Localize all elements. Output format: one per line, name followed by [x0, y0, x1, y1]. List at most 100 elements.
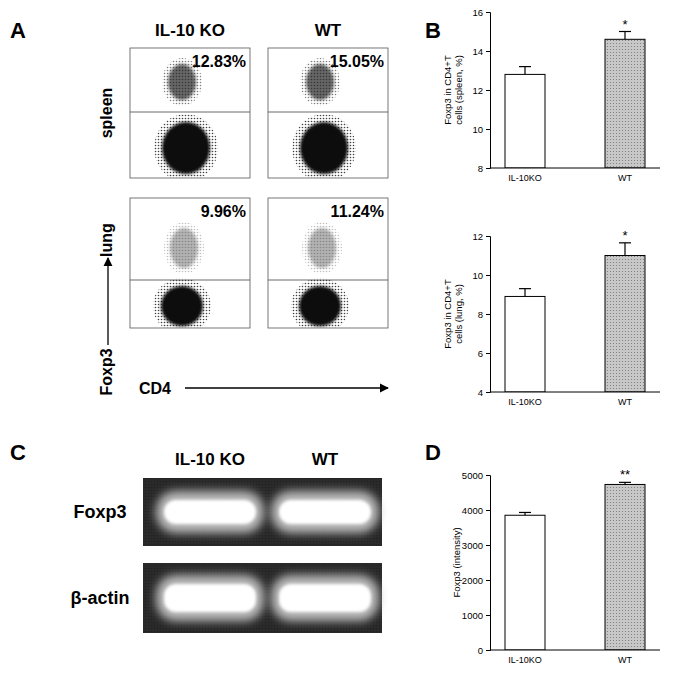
cell-cloud [302, 222, 342, 274]
panel-label: B [425, 18, 441, 43]
column-label: IL-10 KO [155, 21, 225, 40]
x-axis: IL-10KOWT [490, 650, 660, 665]
cells [292, 58, 356, 178]
y-tick: 16 [472, 7, 490, 18]
plot-area [505, 32, 645, 169]
y-axis: 8 10 12 14 16 [472, 7, 490, 174]
y-tick-label: 10 [472, 124, 483, 135]
panel-label: D [425, 440, 441, 465]
y-tick-label: 12 [472, 231, 483, 242]
gel-texture [143, 563, 382, 633]
y-tick: 14 [472, 46, 490, 57]
y-tick: 6 [478, 348, 490, 359]
cell-cloud [161, 286, 203, 326]
y-tick-label: 4 [478, 387, 483, 398]
y-axis-label: cells (lung, %) [453, 284, 464, 344]
x-tick: IL-10KO [508, 168, 542, 183]
gel-band-glow [271, 575, 379, 621]
lane-label: IL-10 KO [175, 450, 245, 469]
y-axis-line [486, 13, 491, 169]
y-tick: 5000 [462, 470, 490, 481]
y-tick: 4 [478, 387, 490, 398]
gate-line [130, 280, 250, 281]
gel-band-glow [156, 575, 264, 621]
row-label: spleen [98, 88, 115, 139]
y-tick: 2000 [462, 575, 490, 586]
y-tick-label: 8 [478, 163, 483, 174]
y-tick-mark [486, 168, 490, 169]
y-axis-label: Foxp3 (intensity) [451, 527, 462, 597]
y-tick: 12 [472, 85, 490, 96]
bar [605, 256, 645, 393]
y-tick: 1000 [462, 610, 490, 621]
y-tick-mark [486, 580, 490, 581]
cell-cloud [164, 222, 204, 274]
x-tick: WT [618, 650, 632, 665]
y-tick-label: 14 [472, 46, 483, 57]
column-label: WT [315, 21, 342, 40]
y-axis-line [486, 476, 491, 651]
error-cap [519, 512, 531, 513]
bar [505, 296, 545, 392]
y-tick-mark [486, 314, 490, 315]
y-tick: 0 [478, 645, 490, 656]
y-tick-label: 4000 [462, 505, 483, 516]
x-tick: IL-10KO [508, 392, 542, 407]
plot-frame [268, 48, 388, 178]
gel-band [164, 500, 256, 524]
gel-band-glow [156, 491, 264, 533]
x-tick-label: IL-10KO [508, 173, 542, 183]
gel-band [164, 584, 256, 612]
y-tick-mark [486, 510, 490, 511]
x-axis-line [490, 168, 660, 169]
y-tick-mark [486, 392, 490, 393]
y-arrow [107, 258, 108, 345]
significance: * [622, 228, 627, 243]
y-tick-mark [486, 650, 490, 651]
x-tick: WT [618, 392, 632, 407]
y-axis: 4 6 8 10 12 [472, 231, 490, 398]
y-axis-label: Foxp3 [98, 348, 115, 395]
panel-label: C [10, 440, 26, 465]
cells [291, 222, 349, 328]
cell-cloud [154, 114, 218, 178]
plot-frame [130, 48, 250, 178]
y-tick-label: 10 [472, 270, 483, 281]
bar [605, 39, 645, 168]
cell-cloud [300, 122, 348, 174]
y-axis-line [486, 237, 491, 393]
gel-band [279, 584, 371, 612]
x-arrow [185, 387, 388, 388]
gel-band [279, 500, 371, 524]
x-tick-label: WT [618, 397, 632, 407]
gel-texture [143, 478, 382, 546]
significance: ** [620, 467, 630, 482]
y-tick-label: 8 [478, 309, 483, 320]
y-tick-label: 5000 [462, 470, 483, 481]
x-axis-line [490, 650, 660, 651]
y-tick-label: 16 [472, 7, 483, 18]
cell-cloud [153, 278, 211, 328]
cell-cloud [291, 278, 349, 328]
y-tick: 4000 [462, 505, 490, 516]
y-tick-label: 2000 [462, 575, 483, 586]
percentage-label: 15.05% [330, 53, 384, 70]
gate-line [268, 280, 388, 281]
y-tick: 12 [472, 231, 490, 242]
plot-area [505, 482, 645, 650]
y-tick-mark [486, 129, 490, 130]
dot-plot: 11.24% [268, 198, 388, 334]
y-tick-mark [486, 545, 490, 546]
row-label: lung [98, 223, 115, 257]
error-cap [519, 66, 531, 67]
bar [605, 484, 645, 650]
cells [154, 58, 218, 178]
y-tick-mark [486, 475, 490, 476]
figure: AIL-10 KOWTspleen12.83%15.05%lung9.96%11… [0, 0, 686, 677]
x-tick-label: IL-10KO [508, 397, 542, 407]
y-tick: 10 [472, 270, 490, 281]
y-tick-label: 0 [478, 645, 483, 656]
y-tick-mark [486, 12, 490, 13]
gel-strip [143, 563, 382, 633]
plot-frame [268, 198, 388, 328]
